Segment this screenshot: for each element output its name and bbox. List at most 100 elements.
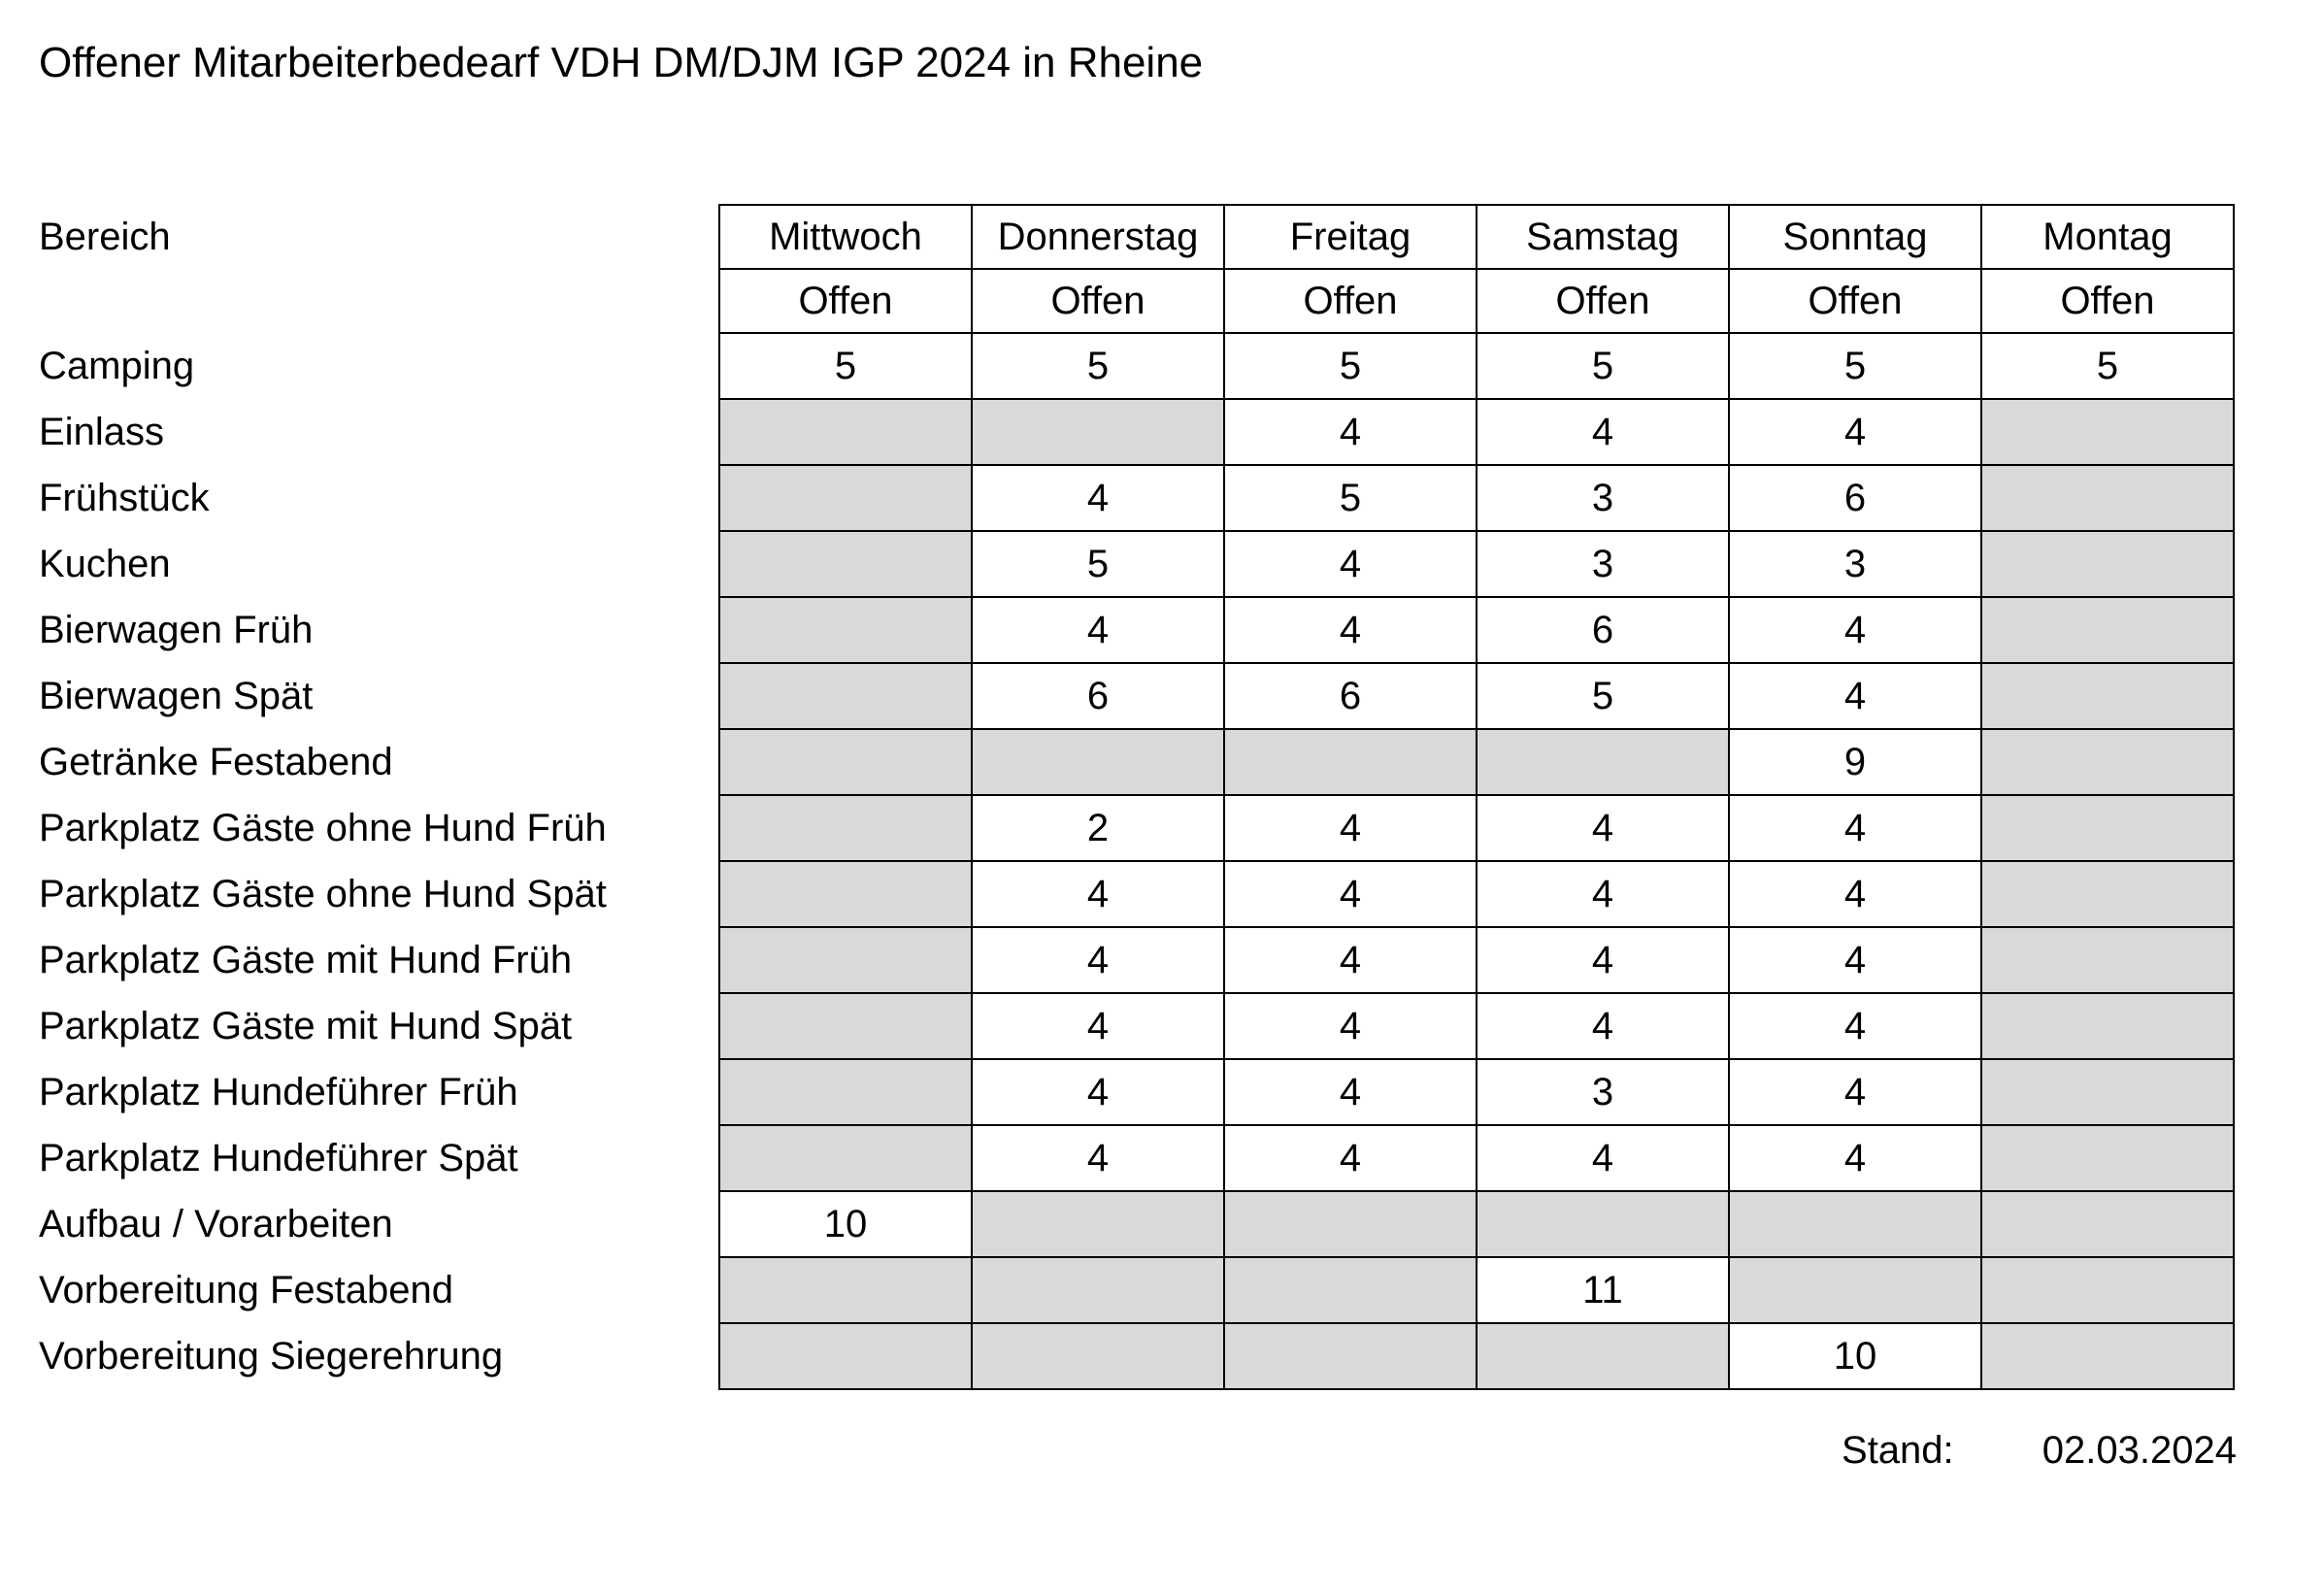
value-cell: 4 bbox=[1477, 861, 1729, 927]
value-cell bbox=[719, 927, 972, 993]
table-row: Parkplatz Gäste ohne Hund Früh2444 bbox=[39, 795, 2234, 861]
day-header: Samstag bbox=[1477, 205, 1729, 269]
value-cell: 4 bbox=[972, 861, 1224, 927]
value-cell bbox=[1981, 1059, 2234, 1125]
value-cell bbox=[1981, 1191, 2234, 1257]
value-cell bbox=[1981, 1323, 2234, 1389]
value-cell bbox=[1477, 1323, 1729, 1389]
value-cell bbox=[1981, 663, 2234, 729]
value-cell: 6 bbox=[1729, 465, 1981, 531]
row-label: Parkplatz Hundeführer Früh bbox=[39, 1059, 719, 1125]
value-cell bbox=[972, 1323, 1224, 1389]
value-cell bbox=[972, 729, 1224, 795]
table-row: Einlass444 bbox=[39, 399, 2234, 465]
day-subheader: Offen bbox=[972, 269, 1224, 333]
value-cell bbox=[719, 531, 972, 597]
row-label: Parkplatz Gäste mit Hund Früh bbox=[39, 927, 719, 993]
value-cell: 4 bbox=[1477, 993, 1729, 1059]
staffing-table-body: BereichMittwochDonnerstagFreitagSamstagS… bbox=[39, 205, 2234, 1389]
value-cell bbox=[1981, 1125, 2234, 1191]
value-cell: 4 bbox=[1477, 795, 1729, 861]
value-cell: 11 bbox=[1477, 1257, 1729, 1323]
value-cell: 10 bbox=[719, 1191, 972, 1257]
table-row: Vorbereitung Siegerehrung10 bbox=[39, 1323, 2234, 1389]
value-cell: 3 bbox=[1477, 1059, 1729, 1125]
row-label: Getränke Festabend bbox=[39, 729, 719, 795]
value-cell bbox=[1981, 927, 2234, 993]
value-cell bbox=[719, 1257, 972, 1323]
value-cell: 4 bbox=[1224, 861, 1477, 927]
value-cell: 4 bbox=[1729, 927, 1981, 993]
table-row: Getränke Festabend9 bbox=[39, 729, 2234, 795]
value-cell bbox=[972, 1191, 1224, 1257]
value-cell bbox=[972, 399, 1224, 465]
row-label: Parkplatz Gäste mit Hund Spät bbox=[39, 993, 719, 1059]
value-cell bbox=[1981, 1257, 2234, 1323]
value-cell: 4 bbox=[972, 927, 1224, 993]
value-cell: 4 bbox=[1224, 1125, 1477, 1191]
value-cell: 4 bbox=[1729, 663, 1981, 729]
value-cell bbox=[1224, 1323, 1477, 1389]
table-row: Kuchen5433 bbox=[39, 531, 2234, 597]
value-cell: 6 bbox=[972, 663, 1224, 729]
value-cell: 4 bbox=[972, 597, 1224, 663]
value-cell bbox=[719, 795, 972, 861]
day-subheader: Offen bbox=[1224, 269, 1477, 333]
row-label: Vorbereitung Siegerehrung bbox=[39, 1323, 719, 1389]
day-header: Freitag bbox=[1224, 205, 1477, 269]
value-cell: 4 bbox=[1224, 795, 1477, 861]
page-title: Offener Mitarbeiterbedearf VDH DM/DJM IG… bbox=[39, 39, 2285, 87]
day-subheader: Offen bbox=[1729, 269, 1981, 333]
footer-label: Stand: bbox=[1842, 1429, 1954, 1473]
value-cell: 5 bbox=[1981, 333, 2234, 399]
row-label: Bierwagen Früh bbox=[39, 597, 719, 663]
value-cell: 4 bbox=[972, 993, 1224, 1059]
value-cell bbox=[972, 1257, 1224, 1323]
day-header: Donnerstag bbox=[972, 205, 1224, 269]
value-cell: 5 bbox=[1224, 465, 1477, 531]
value-cell: 4 bbox=[1729, 399, 1981, 465]
value-cell bbox=[1477, 729, 1729, 795]
footer-date: 02.03.2024 bbox=[2042, 1429, 2237, 1473]
day-subheader: Offen bbox=[719, 269, 972, 333]
row-label: Einlass bbox=[39, 399, 719, 465]
value-cell: 3 bbox=[1477, 465, 1729, 531]
value-cell: 5 bbox=[972, 531, 1224, 597]
value-cell: 4 bbox=[1224, 531, 1477, 597]
table-row: Bierwagen Früh4464 bbox=[39, 597, 2234, 663]
table-row: Parkplatz Gäste mit Hund Früh4444 bbox=[39, 927, 2234, 993]
value-cell: 4 bbox=[1224, 1059, 1477, 1125]
row-label: Kuchen bbox=[39, 531, 719, 597]
table-row: Parkplatz Gäste mit Hund Spät4444 bbox=[39, 993, 2234, 1059]
value-cell bbox=[1981, 399, 2234, 465]
row-header-label: Bereich bbox=[39, 205, 719, 269]
value-cell: 3 bbox=[1477, 531, 1729, 597]
value-cell: 4 bbox=[972, 465, 1224, 531]
value-cell bbox=[719, 1323, 972, 1389]
value-cell bbox=[1981, 531, 2234, 597]
value-cell: 5 bbox=[719, 333, 972, 399]
value-cell bbox=[1981, 729, 2234, 795]
value-cell bbox=[1224, 1191, 1477, 1257]
table-row: Parkplatz Hundeführer Früh4434 bbox=[39, 1059, 2234, 1125]
row-label: Bierwagen Spät bbox=[39, 663, 719, 729]
day-subheader: Offen bbox=[1981, 269, 2234, 333]
day-header: Montag bbox=[1981, 205, 2234, 269]
value-cell bbox=[1224, 729, 1477, 795]
value-cell bbox=[719, 1059, 972, 1125]
table-row: Frühstück4536 bbox=[39, 465, 2234, 531]
table-row: Camping555555 bbox=[39, 333, 2234, 399]
table-row: Parkplatz Gäste ohne Hund Spät4444 bbox=[39, 861, 2234, 927]
table-row: Parkplatz Hundeführer Spät4444 bbox=[39, 1125, 2234, 1191]
value-cell: 4 bbox=[1729, 597, 1981, 663]
row-label: Aufbau / Vorarbeiten bbox=[39, 1191, 719, 1257]
value-cell: 5 bbox=[1477, 333, 1729, 399]
value-cell: 6 bbox=[1224, 663, 1477, 729]
table-row: Bierwagen Spät6654 bbox=[39, 663, 2234, 729]
value-cell: 4 bbox=[1729, 1125, 1981, 1191]
value-cell: 4 bbox=[972, 1125, 1224, 1191]
row-label: Parkplatz Gäste ohne Hund Früh bbox=[39, 795, 719, 861]
value-cell bbox=[719, 861, 972, 927]
value-cell bbox=[719, 1125, 972, 1191]
value-cell bbox=[1981, 795, 2234, 861]
